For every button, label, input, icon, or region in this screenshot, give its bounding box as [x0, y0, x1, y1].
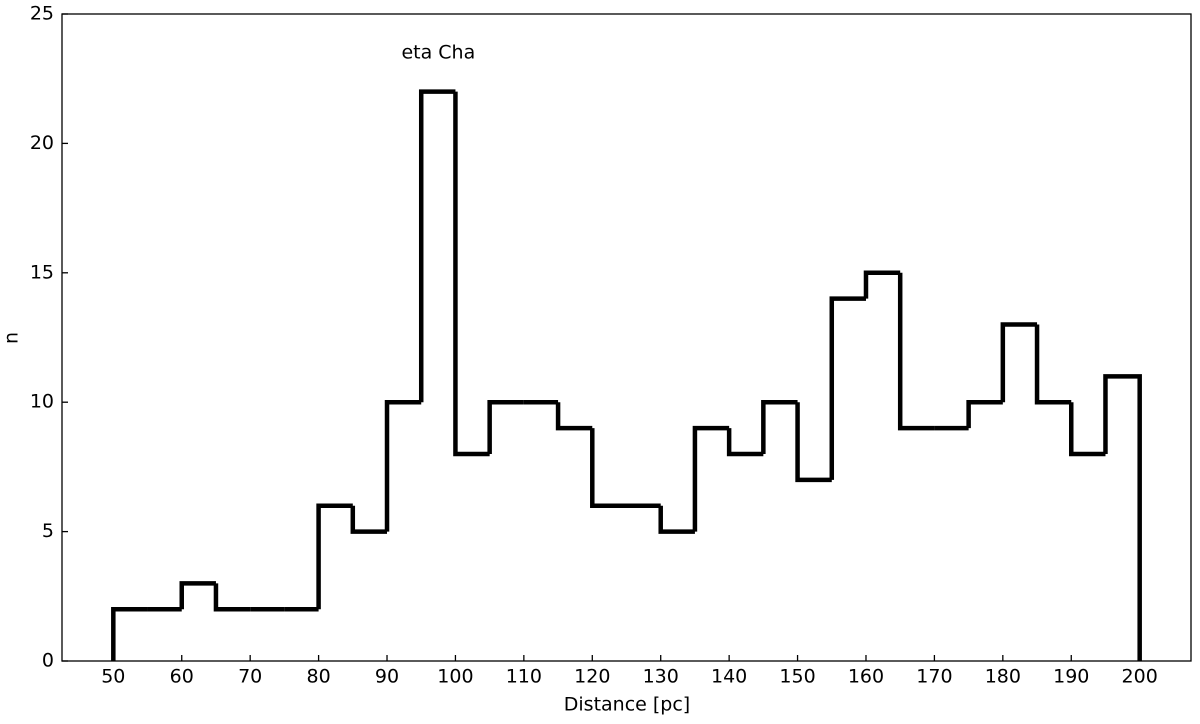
histogram-step	[316, 503, 353, 610]
x-tick-label: 160	[848, 666, 884, 688]
histogram-step	[111, 606, 148, 661]
plot-frame	[61, 13, 1192, 662]
x-tick-label: 60	[170, 666, 194, 688]
histogram-step	[418, 89, 456, 403]
histogram-step	[692, 425, 730, 532]
x-tick-label: 190	[1053, 666, 1089, 688]
histogram-step	[829, 296, 866, 480]
y-tick-label: 5	[42, 520, 54, 542]
x-tick-label: 100	[437, 666, 473, 688]
x-tick-label: 130	[643, 666, 679, 688]
histogram-step	[726, 428, 764, 457]
histogram-step	[1103, 374, 1142, 661]
x-axis-label: Distance [pc]	[564, 694, 690, 716]
histogram-step	[966, 399, 1003, 429]
histogram-step	[1000, 322, 1038, 403]
x-tick-label: 90	[375, 666, 399, 688]
histogram-step	[555, 402, 593, 431]
x-tick-label: 140	[711, 666, 747, 688]
histogram-step	[213, 583, 251, 612]
histogram-step	[897, 272, 935, 431]
histogram-step	[1034, 324, 1072, 405]
x-tick-label: 50	[101, 666, 125, 688]
histogram-step	[658, 505, 695, 534]
histogram-step	[487, 399, 524, 454]
histogram-step	[761, 399, 798, 454]
x-tick-label: 110	[506, 666, 542, 688]
x-tick-label: 120	[574, 666, 610, 688]
x-tick-label: 150	[779, 666, 815, 688]
histogram-step	[590, 428, 627, 508]
y-tick-label: 15	[30, 261, 54, 283]
histogram-step	[350, 505, 388, 534]
y-axis-label: n	[1, 332, 23, 344]
y-tick-label: 20	[30, 132, 54, 154]
histogram-step	[384, 399, 422, 532]
histogram-step	[1069, 402, 1106, 457]
y-tick-label: 0	[42, 650, 54, 672]
histogram-step	[453, 91, 490, 457]
histogram-step	[179, 581, 216, 610]
annotation: eta Cha	[401, 41, 475, 63]
x-tick-label: 170	[916, 666, 952, 688]
y-tick-label: 10	[30, 391, 54, 413]
histogram-step	[863, 270, 901, 299]
x-tick-label: 70	[238, 666, 262, 688]
x-tick-label: 200	[1122, 666, 1158, 688]
y-tick-label: 25	[30, 3, 54, 25]
x-tick-label: 180	[985, 666, 1021, 688]
x-tick-label: 80	[306, 666, 330, 688]
histogram-step	[795, 402, 832, 483]
